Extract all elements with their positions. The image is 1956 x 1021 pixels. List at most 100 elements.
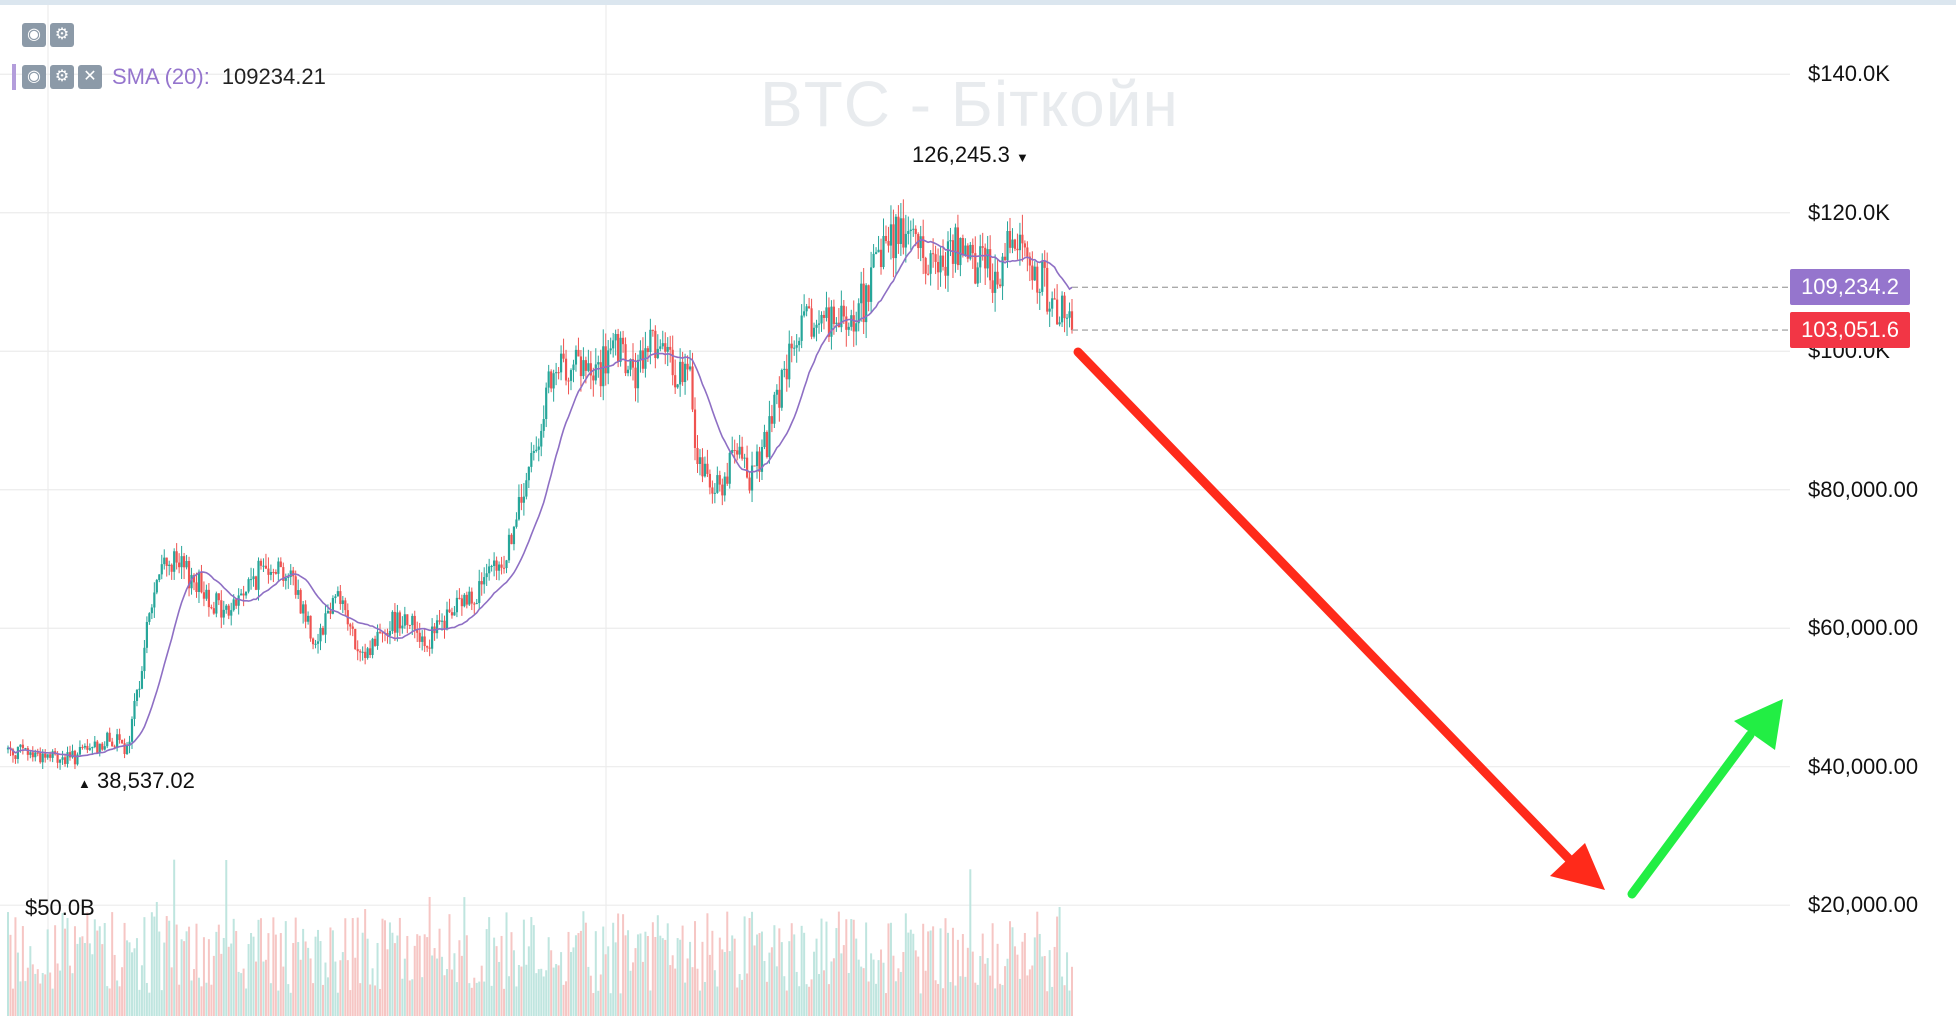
volume-bar bbox=[1038, 933, 1041, 1016]
candle bbox=[235, 597, 238, 609]
candle bbox=[577, 337, 580, 357]
volume-bar bbox=[359, 983, 362, 1016]
volume-bar bbox=[602, 926, 605, 1016]
candle bbox=[525, 472, 528, 500]
candle bbox=[46, 754, 49, 760]
candle bbox=[1001, 252, 1004, 300]
candle bbox=[775, 384, 778, 405]
volume-bar bbox=[909, 929, 912, 1016]
candle bbox=[170, 563, 173, 580]
chart-area[interactable]: ◉ ⚙ ◉ ⚙ ✕ SMA (20): 109234.21 BTC - Бітк… bbox=[0, 5, 1790, 1016]
candle bbox=[825, 291, 828, 322]
volume-bar bbox=[552, 967, 555, 1016]
volume-bar bbox=[235, 931, 238, 1016]
candle bbox=[870, 251, 873, 313]
volume-bar bbox=[61, 913, 64, 1016]
candle bbox=[299, 588, 302, 614]
volume-bar bbox=[354, 957, 357, 1016]
candle bbox=[783, 361, 786, 378]
candle bbox=[371, 637, 374, 659]
volume-bar bbox=[277, 990, 280, 1016]
candle bbox=[651, 329, 654, 337]
candle bbox=[991, 263, 994, 303]
candle bbox=[976, 262, 979, 287]
volume-bar bbox=[790, 923, 793, 1016]
volume-bar bbox=[403, 958, 406, 1016]
candle bbox=[1043, 250, 1046, 287]
volume-bar bbox=[458, 940, 461, 1016]
gear-icon[interactable]: ⚙ bbox=[50, 65, 74, 89]
volume-bar bbox=[247, 944, 250, 1016]
candle bbox=[485, 563, 488, 587]
candle bbox=[240, 588, 243, 596]
volume-bar bbox=[71, 973, 74, 1016]
candle bbox=[423, 629, 426, 653]
volume-bar bbox=[321, 984, 324, 1016]
volume-bar bbox=[168, 920, 171, 1016]
candle bbox=[366, 646, 369, 660]
volume-bar bbox=[592, 993, 595, 1016]
candle bbox=[98, 743, 101, 757]
volume-bar bbox=[503, 988, 506, 1016]
candle bbox=[604, 333, 607, 386]
volume-bar bbox=[604, 954, 607, 1016]
price-axis[interactable]: $140.0K $120.0K $100.0K $80,000.00 $60,000.0… bbox=[1790, 5, 1956, 1016]
candle bbox=[39, 747, 42, 764]
candle bbox=[86, 739, 89, 754]
candle bbox=[1060, 291, 1064, 328]
candle bbox=[1041, 253, 1044, 296]
volume-bar bbox=[190, 980, 193, 1016]
candle bbox=[61, 750, 64, 765]
candle bbox=[812, 322, 816, 339]
volume-bar bbox=[656, 915, 659, 1016]
candle bbox=[634, 352, 637, 402]
candle bbox=[564, 349, 568, 386]
volume-bar bbox=[912, 933, 915, 1016]
volume-bar bbox=[892, 955, 895, 1016]
close-icon[interactable]: ✕ bbox=[78, 65, 102, 89]
candle bbox=[244, 591, 248, 599]
candle bbox=[247, 577, 250, 594]
candle bbox=[748, 471, 751, 494]
volume-bar bbox=[510, 932, 513, 1016]
candle bbox=[51, 749, 54, 763]
volume-bar bbox=[882, 962, 885, 1016]
candle bbox=[951, 234, 955, 278]
candle bbox=[406, 614, 409, 634]
candle bbox=[736, 443, 739, 461]
candle bbox=[356, 640, 359, 661]
volume-bar bbox=[88, 943, 91, 1016]
volume-bar bbox=[627, 930, 630, 1016]
volume-bar bbox=[428, 896, 431, 1016]
volume-bar bbox=[624, 935, 627, 1016]
candle bbox=[200, 564, 203, 594]
candle bbox=[359, 649, 362, 662]
volume-bar bbox=[530, 917, 533, 1016]
volume-bar bbox=[423, 934, 426, 1016]
candle bbox=[835, 317, 838, 332]
eye-icon[interactable]: ◉ bbox=[22, 65, 46, 89]
volume-bar bbox=[1046, 991, 1049, 1016]
volume-bar bbox=[1048, 950, 1051, 1016]
volume-bar bbox=[1028, 969, 1031, 1016]
volume-bar bbox=[1021, 941, 1024, 1016]
candle bbox=[589, 351, 592, 390]
candle bbox=[631, 343, 635, 381]
eye-icon[interactable]: ◉ bbox=[22, 23, 46, 47]
volume-bar bbox=[317, 929, 320, 1016]
volume-bar bbox=[401, 978, 404, 1016]
volume-bar bbox=[36, 969, 39, 1016]
candle bbox=[507, 528, 511, 564]
price-tick-label: $140.0K bbox=[1808, 61, 1890, 87]
candle bbox=[44, 749, 47, 763]
candle bbox=[894, 214, 898, 275]
volume-bar bbox=[488, 917, 491, 1016]
volume-bar bbox=[227, 946, 230, 1016]
volume-bar bbox=[163, 942, 166, 1016]
candle bbox=[520, 484, 523, 511]
volume-bar bbox=[279, 933, 282, 1016]
volume-bar bbox=[324, 962, 327, 1016]
gear-icon[interactable]: ⚙ bbox=[50, 23, 74, 47]
volume-bar bbox=[535, 973, 538, 1016]
candle bbox=[26, 745, 29, 761]
